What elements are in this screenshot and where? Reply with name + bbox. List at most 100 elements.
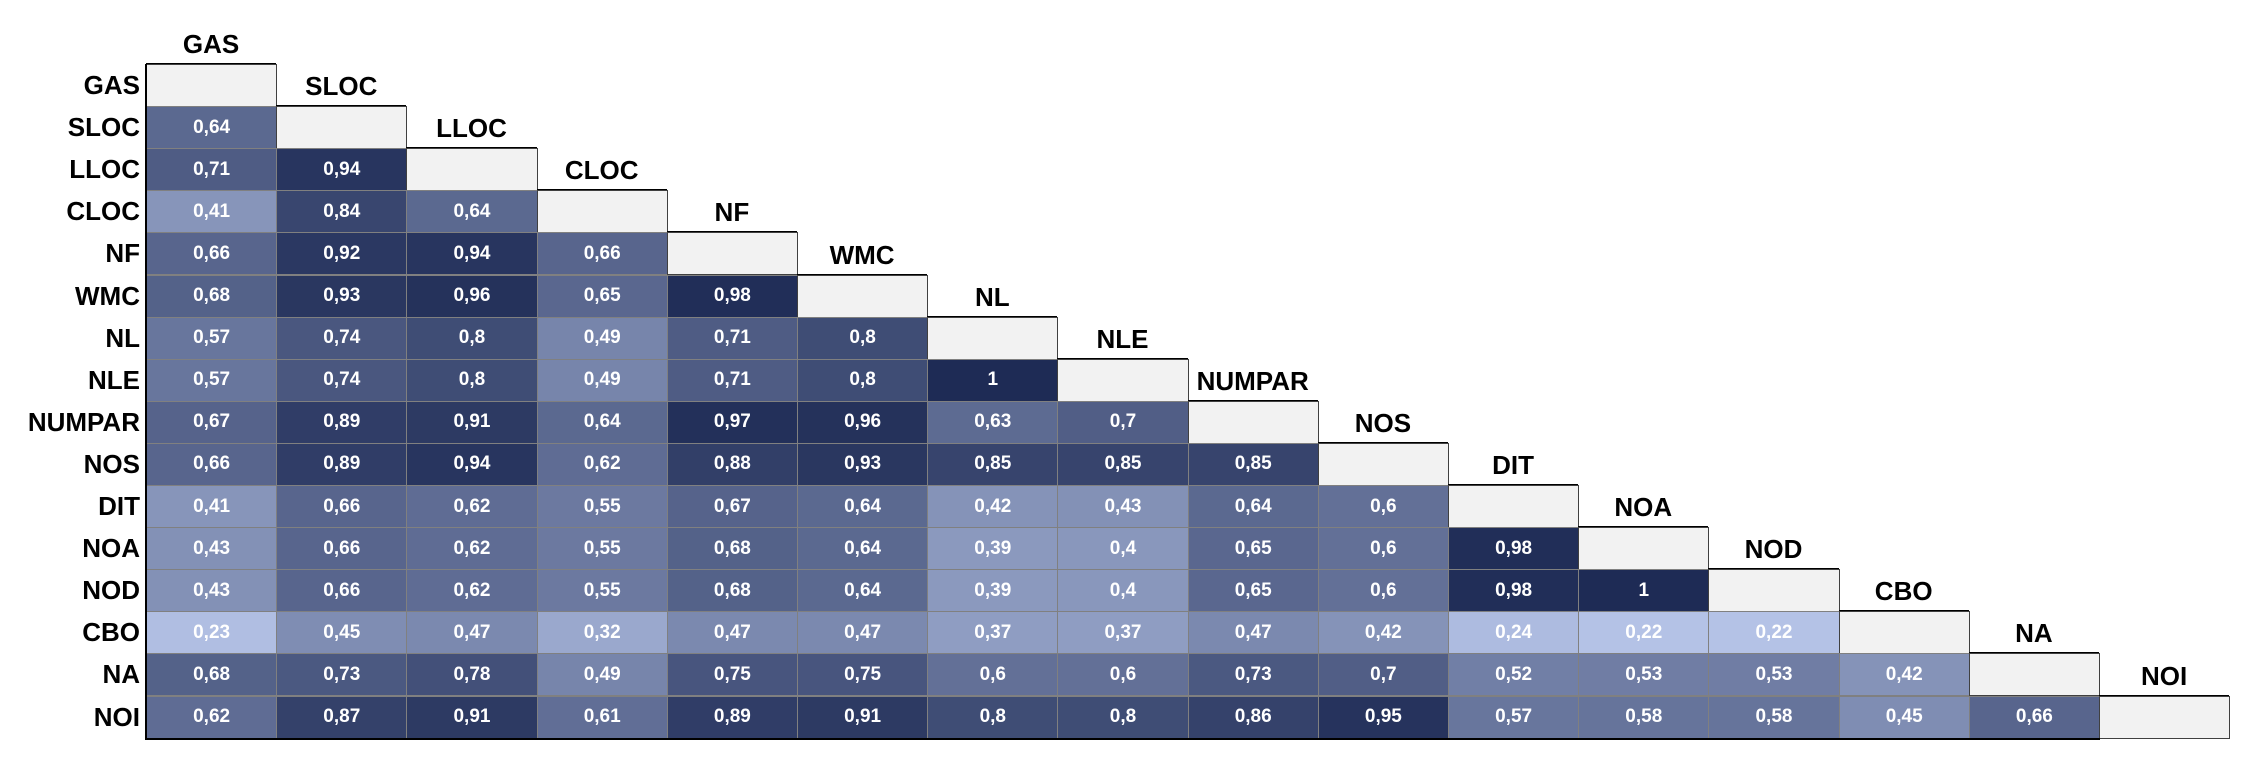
- diagonal-cell-cbo: [1838, 611, 1970, 655]
- heatmap-cell-dit-numpar: 0,64: [1187, 485, 1319, 529]
- heatmap-cell-na-nl: 0,6: [927, 653, 1059, 697]
- heatmap-cell-cbo-nl: 0,37: [927, 611, 1059, 655]
- heatmap-cell-cbo-cloc: 0,32: [536, 611, 668, 655]
- diagonal-cell-numpar: [1187, 400, 1319, 444]
- heatmap-cell-nle-nf: 0,71: [666, 358, 798, 402]
- heatmap-cell-na-dit: 0,52: [1448, 653, 1580, 697]
- diagonal-cell-sloc: [276, 106, 408, 150]
- heatmap-cell-cbo-nle: 0,37: [1057, 611, 1189, 655]
- heatmap-cell-noi-noa: 0,58: [1578, 695, 1710, 739]
- heatmap-cell-nf-cloc: 0,66: [536, 232, 668, 276]
- row-label-nod: NOD: [82, 575, 140, 606]
- row-label-nf: NF: [105, 238, 140, 269]
- heatmap-cell-na-wmc: 0,75: [797, 653, 929, 697]
- heatmap-cell-noa-lloc: 0,62: [406, 527, 538, 571]
- heatmap-cell-lloc-gas: 0,71: [146, 148, 278, 192]
- heatmap-cell-nod-gas: 0,43: [146, 569, 278, 613]
- heatmap-cell-na-nod: 0,53: [1708, 653, 1840, 697]
- heatmap-cell-noi-nf: 0,89: [666, 695, 798, 739]
- heatmap-cell-cbo-numpar: 0,47: [1187, 611, 1319, 655]
- heatmap-cell-noa-cloc: 0,55: [536, 527, 668, 571]
- heatmap-cell-dit-nos: 0,6: [1317, 485, 1449, 529]
- diagonal-cell-noa: [1578, 527, 1710, 571]
- diagonal-cell-noi: [2099, 695, 2231, 739]
- row-label-numpar: NUMPAR: [27, 406, 140, 437]
- heatmap-cell-noa-nle: 0,4: [1057, 527, 1189, 571]
- column-label-cbo: CBO: [1874, 576, 1933, 607]
- heatmap-cell-na-nos: 0,7: [1317, 653, 1449, 697]
- row-label-lloc: LLOC: [69, 154, 140, 185]
- row-label-gas: GAS: [83, 70, 140, 101]
- heatmap-cell-noa-nf: 0,68: [666, 527, 798, 571]
- row-label-na: NA: [102, 659, 140, 690]
- heatmap-cell-nod-nos: 0,6: [1317, 569, 1449, 613]
- heatmap-cell-lloc-sloc: 0,94: [276, 148, 408, 192]
- heatmap-cell-nle-sloc: 0,74: [276, 358, 408, 402]
- heatmap-cell-na-nle: 0,6: [1057, 653, 1189, 697]
- heatmap-cell-nos-numpar: 0,85: [1187, 442, 1319, 486]
- heatmap-cell-dit-nle: 0,43: [1057, 485, 1189, 529]
- heatmap-cell-dit-lloc: 0,62: [406, 485, 538, 529]
- column-label-gas: GAS: [182, 29, 240, 59]
- heatmap-cell-wmc-gas: 0,68: [146, 274, 278, 318]
- row-label-sloc: SLOC: [67, 112, 140, 143]
- heatmap-cell-nl-sloc: 0,74: [276, 316, 408, 360]
- diagonal-cell-gas: [146, 64, 278, 108]
- heatmap-cell-wmc-cloc: 0,65: [536, 274, 668, 318]
- heatmap-cell-numpar-sloc: 0,89: [276, 400, 408, 444]
- column-label-numpar: NUMPAR: [1196, 365, 1309, 396]
- heatmap-cell-cloc-sloc: 0,84: [276, 190, 408, 234]
- matrix-left-border: [145, 64, 147, 739]
- heatmap-cell-noi-cloc: 0,61: [536, 695, 668, 739]
- row-label-cbo: CBO: [82, 617, 140, 648]
- heatmap-cell-na-numpar: 0,73: [1187, 653, 1319, 697]
- column-label-lloc: LLOC: [436, 113, 507, 144]
- heatmap-cell-sloc-gas: 0,64: [146, 106, 278, 150]
- column-label-na: NA: [2015, 618, 2053, 649]
- heatmap-cell-dit-cloc: 0,55: [536, 485, 668, 529]
- row-label-noi: NOI: [93, 701, 140, 732]
- column-label-cloc: CLOC: [564, 155, 639, 186]
- diagonal-cell-na: [1968, 653, 2100, 697]
- heatmap-cell-noi-sloc: 0,87: [276, 695, 408, 739]
- heatmap-cell-nos-cloc: 0,62: [536, 442, 668, 486]
- heatmap-cell-noa-dit: 0,98: [1448, 527, 1580, 571]
- heatmap-cell-numpar-lloc: 0,91: [406, 400, 538, 444]
- heatmap-cell-nl-gas: 0,57: [146, 316, 278, 360]
- heatmap-cell-nod-numpar: 0,65: [1187, 569, 1319, 613]
- row-label-dit: DIT: [98, 491, 140, 522]
- diagonal-cell-lloc: [406, 148, 538, 192]
- diagonal-cell-wmc: [797, 274, 929, 318]
- heatmap-cell-noi-dit: 0,57: [1448, 695, 1580, 739]
- heatmap-cell-cbo-nod: 0,22: [1708, 611, 1840, 655]
- heatmap-cell-nod-nl: 0,39: [927, 569, 1059, 613]
- row-label-nos: NOS: [83, 448, 140, 479]
- heatmap-cell-noi-numpar: 0,86: [1187, 695, 1319, 739]
- heatmap-cell-na-nf: 0,75: [666, 653, 798, 697]
- row-label-nle: NLE: [88, 364, 140, 395]
- column-label-nf: NF: [714, 197, 750, 228]
- heatmap-cell-cloc-lloc: 0,64: [406, 190, 538, 234]
- matrix-bottom-border: [145, 737, 2100, 740]
- heatmap-cell-cbo-dit: 0,24: [1448, 611, 1580, 655]
- heatmap-cell-dit-sloc: 0,66: [276, 485, 408, 529]
- heatmap-cell-cloc-gas: 0,41: [146, 190, 278, 234]
- heatmap-cell-nf-gas: 0,66: [146, 232, 278, 276]
- heatmap-cell-cbo-nos: 0,42: [1317, 611, 1449, 655]
- heatmap-cell-nl-wmc: 0,8: [797, 316, 929, 360]
- heatmap-cell-na-noa: 0,53: [1578, 653, 1710, 697]
- heatmap-cell-cbo-sloc: 0,45: [276, 611, 408, 655]
- heatmap-cell-numpar-nf: 0,97: [666, 400, 798, 444]
- heatmap-cell-noi-lloc: 0,91: [406, 695, 538, 739]
- heatmap-cell-cbo-nf: 0,47: [666, 611, 798, 655]
- heatmap-cell-nl-cloc: 0,49: [536, 316, 668, 360]
- heatmap-cell-cbo-noa: 0,22: [1578, 611, 1710, 655]
- diagonal-cell-nf: [666, 232, 798, 276]
- column-label-nos: NOS: [1354, 407, 1412, 438]
- heatmap-cell-noi-nod: 0,58: [1708, 695, 1840, 739]
- diagonal-cell-nod: [1708, 569, 1840, 613]
- heatmap-cell-numpar-cloc: 0,64: [536, 400, 668, 444]
- column-label-noa: NOA: [1614, 492, 1673, 523]
- heatmap-cell-wmc-nf: 0,98: [666, 274, 798, 318]
